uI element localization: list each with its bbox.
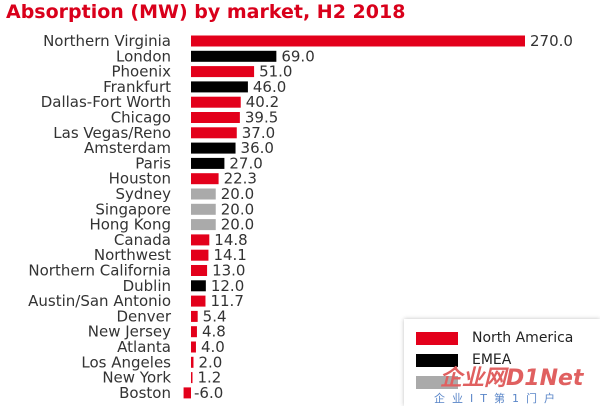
category-label: Hong Kong — [89, 216, 171, 234]
value-label: 20.0 — [221, 185, 254, 203]
value-label: 51.0 — [259, 63, 292, 81]
value-label: 5.4 — [203, 307, 227, 325]
category-label: New Jersey — [88, 323, 171, 341]
legend-item-apac — [416, 373, 472, 391]
bar — [191, 112, 240, 123]
value-label: -6.0 — [194, 384, 223, 402]
legend-item-emea: EMEA — [416, 351, 511, 369]
bar — [191, 81, 248, 93]
value-label: 36.0 — [241, 139, 274, 157]
category-label: Los Angeles — [81, 353, 171, 371]
legend-swatch-north-america — [416, 331, 458, 345]
legend-item-north-america: North America — [416, 329, 573, 347]
category-label: London — [116, 47, 171, 65]
category-label: Denver — [116, 307, 171, 325]
watermark-subtitle: 企业IT第1门户 — [434, 392, 562, 405]
legend-label-north-america: North America — [472, 330, 574, 346]
category-label: Dublin — [123, 277, 171, 295]
value-label: 40.2 — [246, 93, 279, 111]
value-label: 27.0 — [229, 154, 262, 172]
bar — [191, 310, 198, 322]
bar — [183, 387, 191, 399]
bar — [191, 188, 216, 200]
watermark-logo: 企业网D1Net — [440, 366, 584, 391]
category-label: Houston — [109, 170, 171, 188]
value-label: 4.8 — [202, 323, 226, 341]
bar — [191, 127, 237, 139]
value-label: 13.0 — [212, 262, 245, 280]
value-label: 39.5 — [245, 109, 278, 127]
bar — [191, 249, 209, 261]
chart-title: Absorption (MW) by market, H2 2018 — [6, 1, 406, 23]
value-label: 270.0 — [530, 32, 573, 50]
category-label: Boston — [119, 384, 171, 402]
value-label: 2.0 — [198, 353, 222, 371]
value-label: 4.0 — [201, 338, 225, 356]
category-label: Phoenix — [111, 63, 171, 81]
value-label: 37.0 — [242, 124, 275, 142]
category-label: Chicago — [111, 109, 171, 127]
bar — [191, 157, 225, 169]
bar — [191, 173, 219, 185]
category-label: Paris — [135, 154, 171, 172]
watermark: 企业网D1Net 企业IT第1门户 — [432, 360, 600, 406]
legend: North America EMEA — [404, 319, 600, 406]
value-label: 22.3 — [224, 170, 257, 188]
category-label: Atlanta — [117, 338, 171, 356]
value-label: 69.0 — [281, 47, 314, 65]
category-label: Singapore — [95, 200, 171, 218]
value-label: 46.0 — [253, 78, 286, 96]
bar — [191, 265, 208, 276]
bar — [191, 356, 194, 368]
bar — [191, 295, 206, 307]
category-label: Northwest — [94, 246, 171, 264]
category-label: Northern California — [28, 262, 171, 280]
bar — [191, 326, 197, 338]
legend-label-emea: EMEA — [472, 352, 512, 368]
value-label: 11.7 — [210, 292, 243, 310]
value-label: 20.0 — [221, 200, 254, 218]
category-label: Frankfurt — [103, 78, 171, 96]
category-label: Amsterdam — [84, 139, 171, 157]
bar — [191, 372, 193, 384]
value-label: 12.0 — [211, 277, 244, 295]
bar — [191, 219, 216, 231]
value-label: 20.0 — [221, 216, 254, 234]
category-label: Canada — [114, 231, 171, 249]
category-label: Las Vegas/Reno — [53, 124, 171, 142]
bar — [191, 203, 216, 215]
bar — [191, 66, 255, 78]
category-label: Sydney — [115, 185, 171, 203]
legend-swatch-emea — [416, 353, 458, 367]
value-label: 14.8 — [214, 231, 247, 249]
bar — [191, 96, 241, 108]
bar — [191, 50, 277, 62]
bar — [191, 142, 236, 154]
category-label: Northern Virginia — [43, 32, 171, 50]
category-label: Dallas-Fort Worth — [41, 93, 171, 111]
bar — [191, 234, 210, 246]
bar — [191, 35, 525, 47]
category-label: Austin/San Antonio — [28, 292, 171, 310]
category-label: New York — [102, 369, 171, 387]
bar — [191, 280, 206, 292]
legend-swatch-apac — [416, 375, 458, 389]
value-label: 14.1 — [213, 246, 246, 264]
bar — [191, 341, 196, 353]
value-label: 1.2 — [197, 369, 221, 387]
